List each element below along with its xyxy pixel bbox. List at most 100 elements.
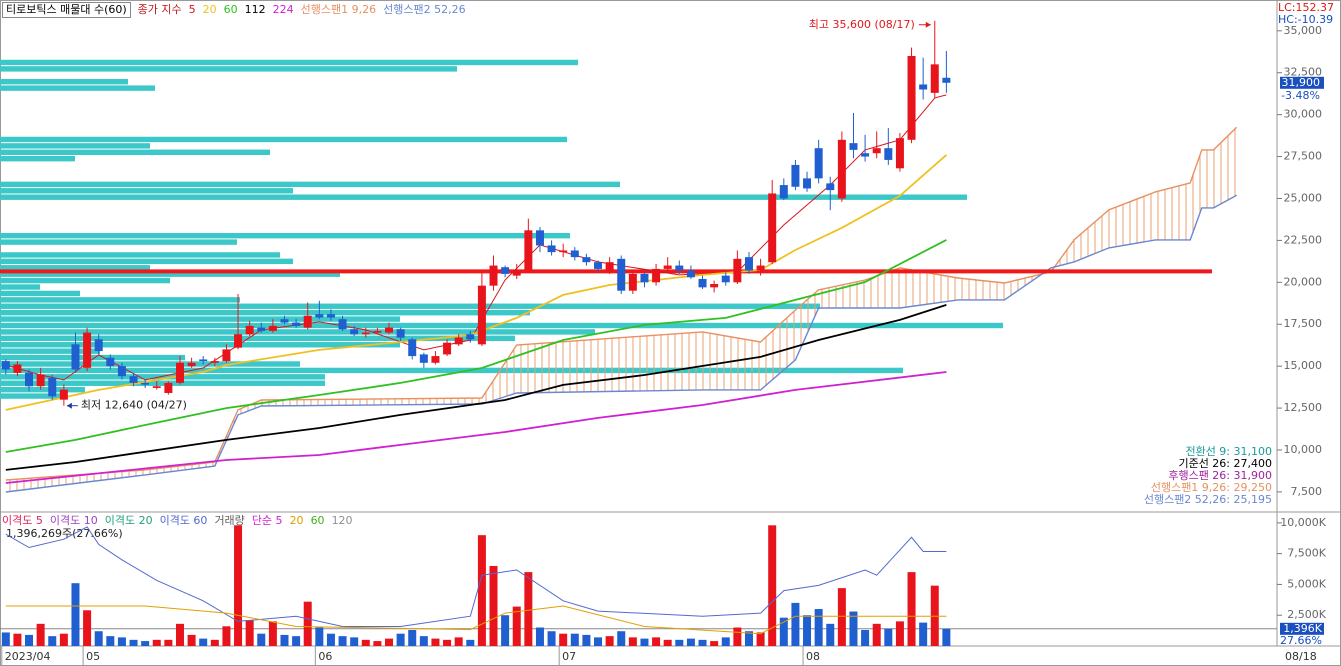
candle-body <box>930 64 939 93</box>
volume-bar <box>187 634 196 646</box>
candle-body <box>36 374 45 387</box>
volume-bar <box>861 629 870 646</box>
volume-bar <box>257 633 266 646</box>
volume-profile-bar <box>0 329 595 335</box>
volume-profile-bar <box>0 386 85 393</box>
volume-bar <box>559 633 568 646</box>
candle-body <box>663 265 672 269</box>
candle-body <box>919 84 928 90</box>
candle-body <box>594 262 603 269</box>
volume-bar <box>164 639 173 646</box>
candle-body <box>489 265 498 286</box>
volume-bar <box>1 632 10 646</box>
volume-profile-bar <box>0 348 100 354</box>
candle-body <box>25 372 34 387</box>
y-tick-label: 5,000K <box>1287 577 1326 590</box>
volume-ratio: 27.66% <box>1280 634 1322 647</box>
volume-profile-bar <box>0 79 128 85</box>
volume-bar <box>268 621 277 646</box>
candle-body <box>861 153 870 157</box>
arrow-head <box>66 402 72 409</box>
volume-bar <box>36 623 45 646</box>
volume-bar <box>234 525 243 646</box>
candle-body <box>280 319 289 323</box>
volume-bar <box>652 637 661 646</box>
volume-bar <box>326 633 335 646</box>
volume-profile-bar <box>0 149 270 155</box>
legend-entry: 선행스팬2 52,26 <box>383 3 466 16</box>
volume-bar <box>94 631 103 646</box>
y-tick-label: 2,500K <box>1287 608 1326 621</box>
volume-profile-bar <box>0 393 60 399</box>
volume-bar <box>477 535 486 646</box>
volume-bar <box>501 615 510 646</box>
candle-body <box>59 389 68 400</box>
volume-bar <box>48 636 57 646</box>
volume-bar <box>524 572 533 646</box>
x-tick-label: 06 <box>318 650 332 663</box>
price-label: 31,900 <box>1282 76 1321 89</box>
legend-entry: 20 <box>202 3 217 16</box>
candle-body <box>605 262 614 271</box>
line <box>5 154 947 411</box>
volume-bar <box>71 583 80 646</box>
candle-body <box>779 185 788 199</box>
volume-bar <box>489 565 498 646</box>
volume-bar <box>512 606 521 646</box>
volume-bar <box>570 633 579 646</box>
volume-profile-bar <box>0 194 967 200</box>
volume-bar <box>152 639 161 646</box>
volume-bar <box>895 621 904 646</box>
volume-bar <box>791 602 800 646</box>
legend-entry: 224 <box>272 3 294 16</box>
legend-entry: 거래량 <box>214 514 245 527</box>
candle-body <box>129 376 138 383</box>
last-date: 08/18 <box>1285 650 1317 663</box>
candle-body <box>640 273 649 283</box>
volume-label: 1,396K <box>1283 622 1322 635</box>
candle-body <box>686 270 695 278</box>
volume-profile-bar <box>0 277 170 284</box>
y-tick-label: 22,500 <box>1284 233 1323 246</box>
volume-profile-bar <box>0 367 903 374</box>
candle-body <box>547 245 556 253</box>
volume-bar <box>292 636 301 646</box>
volume-bar <box>744 631 753 646</box>
volume-bar <box>663 639 672 646</box>
legend-entry: 이격도 5 <box>2 514 43 527</box>
indicator-label: 후행스팬 26: 31,900 <box>1168 469 1272 482</box>
candle-body <box>501 267 510 274</box>
candle-body <box>222 349 231 362</box>
candle-body <box>419 354 428 363</box>
volume-bar <box>628 637 637 646</box>
x-tick-label: 07 <box>562 650 576 663</box>
candle-body <box>94 339 103 352</box>
volume-bar <box>710 641 719 646</box>
legend-entry: 120 <box>331 514 353 527</box>
chart-title: 티로보틱스 매물대 수(60) <box>2 2 131 18</box>
volume-profile-bar <box>0 239 237 245</box>
volume-bar <box>535 627 544 646</box>
x-tick-label: 05 <box>86 650 100 663</box>
y-tick-label: 10,000K <box>1280 516 1326 529</box>
volume-bar <box>106 636 115 646</box>
candle-body <box>431 356 440 363</box>
x-tick-label: 2023/04 <box>5 650 51 663</box>
volume-bar <box>373 641 382 646</box>
candle-body <box>652 268 661 283</box>
price-change: -3.48% <box>1281 89 1320 102</box>
volume-profile-bar <box>0 380 325 386</box>
line <box>5 526 947 627</box>
y-tick-label: 12,500 <box>1284 401 1323 414</box>
candle-body <box>338 319 347 330</box>
indicator-label: 선행스팬2 52,26: 25,195 <box>1144 493 1272 506</box>
y-tick-label: 10,000 <box>1284 443 1323 456</box>
candle-body <box>292 322 301 326</box>
volume-profile-bar <box>0 258 293 265</box>
legend-entry: 60 <box>310 514 325 527</box>
volume-profile-bar <box>0 342 400 348</box>
volume-profile-bar <box>0 354 185 361</box>
candle-body <box>71 344 80 370</box>
